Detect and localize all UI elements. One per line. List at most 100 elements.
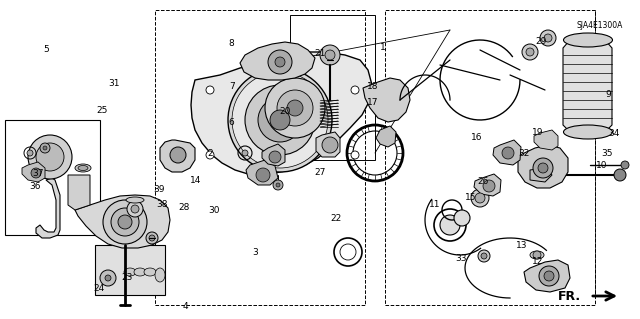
Circle shape: [28, 135, 72, 179]
Text: 22: 22: [330, 214, 342, 223]
Circle shape: [539, 266, 559, 286]
Circle shape: [440, 215, 460, 235]
Text: 9: 9: [605, 90, 611, 99]
Circle shape: [131, 205, 139, 213]
Polygon shape: [316, 132, 340, 157]
Text: FR.: FR.: [558, 290, 581, 302]
Text: 29: 29: [535, 37, 547, 46]
Text: 6: 6: [229, 118, 234, 127]
Circle shape: [258, 98, 302, 142]
Circle shape: [127, 201, 143, 217]
Circle shape: [475, 193, 485, 203]
Bar: [5, 120, 100, 235]
Text: 17: 17: [367, 98, 378, 107]
Circle shape: [320, 45, 340, 65]
Text: 13: 13: [516, 241, 527, 250]
Polygon shape: [493, 140, 521, 165]
Circle shape: [276, 183, 280, 187]
Text: 21: 21: [314, 49, 326, 58]
Polygon shape: [246, 160, 278, 185]
Ellipse shape: [144, 268, 156, 276]
Circle shape: [245, 85, 315, 155]
Circle shape: [27, 150, 33, 156]
Text: 31: 31: [108, 79, 120, 88]
Circle shape: [269, 151, 281, 163]
Text: 18: 18: [367, 82, 378, 91]
Circle shape: [105, 275, 111, 281]
Text: 35: 35: [601, 149, 612, 158]
Circle shape: [522, 44, 538, 60]
Text: 5: 5: [44, 45, 49, 54]
Circle shape: [526, 48, 534, 56]
Text: 14: 14: [189, 176, 201, 185]
Ellipse shape: [124, 268, 136, 276]
Circle shape: [322, 137, 338, 153]
Circle shape: [43, 146, 47, 150]
Circle shape: [287, 100, 303, 116]
Text: 38: 38: [156, 200, 168, 209]
Text: 1: 1: [380, 43, 385, 52]
Circle shape: [206, 151, 214, 159]
Ellipse shape: [126, 197, 144, 203]
Circle shape: [325, 50, 335, 60]
Circle shape: [533, 251, 541, 259]
Polygon shape: [68, 175, 90, 210]
Polygon shape: [534, 130, 558, 150]
Circle shape: [273, 180, 283, 190]
Text: 33: 33: [455, 254, 467, 263]
Circle shape: [544, 271, 554, 281]
Text: 39: 39: [153, 185, 164, 194]
Text: 12: 12: [532, 257, 543, 266]
Text: 8: 8: [229, 39, 234, 48]
Circle shape: [478, 250, 490, 262]
Text: 37: 37: [33, 169, 44, 178]
Text: 34: 34: [609, 129, 620, 138]
Circle shape: [31, 168, 41, 178]
Text: 28: 28: [179, 203, 190, 212]
Polygon shape: [160, 140, 195, 172]
Text: 19: 19: [532, 128, 543, 137]
Polygon shape: [474, 174, 501, 196]
Bar: [290, 15, 375, 160]
Circle shape: [146, 232, 158, 244]
Text: 32: 32: [518, 149, 529, 158]
Circle shape: [232, 72, 328, 168]
Circle shape: [149, 235, 155, 241]
Polygon shape: [530, 168, 552, 182]
Circle shape: [454, 210, 470, 226]
Text: 27: 27: [314, 168, 326, 177]
Circle shape: [242, 150, 248, 156]
Polygon shape: [95, 245, 165, 295]
Circle shape: [103, 200, 147, 244]
Text: 36: 36: [29, 182, 41, 191]
Ellipse shape: [563, 125, 612, 139]
Text: 26: 26: [477, 177, 489, 186]
Polygon shape: [262, 144, 285, 166]
Text: 2: 2: [207, 149, 212, 158]
Circle shape: [481, 253, 487, 259]
Circle shape: [118, 215, 132, 229]
Ellipse shape: [75, 164, 91, 172]
Circle shape: [265, 78, 325, 138]
Bar: [155, 10, 365, 305]
Polygon shape: [376, 126, 396, 147]
Text: 3: 3: [252, 248, 257, 256]
Polygon shape: [22, 162, 45, 182]
Polygon shape: [191, 52, 372, 175]
Circle shape: [100, 270, 116, 286]
Circle shape: [471, 189, 489, 207]
Ellipse shape: [78, 166, 88, 170]
Circle shape: [36, 143, 64, 171]
Text: 24: 24: [93, 284, 105, 293]
Text: 23: 23: [121, 273, 132, 282]
Ellipse shape: [563, 33, 612, 47]
Bar: [385, 10, 595, 305]
Circle shape: [540, 30, 556, 46]
Text: 11: 11: [429, 200, 441, 209]
Circle shape: [538, 163, 548, 173]
Text: 7: 7: [229, 82, 234, 91]
Circle shape: [228, 68, 332, 172]
Polygon shape: [240, 42, 315, 80]
Circle shape: [256, 168, 270, 182]
Polygon shape: [36, 178, 60, 238]
